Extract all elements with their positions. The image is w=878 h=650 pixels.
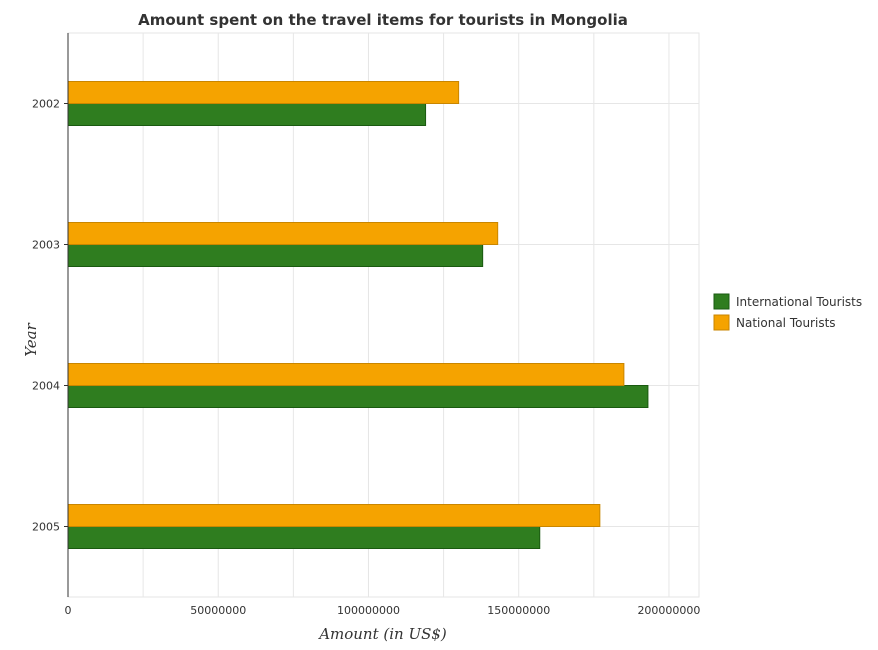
x-tick-label: 50000000	[190, 604, 246, 617]
x-tick-label: 0	[65, 604, 72, 617]
bar-international-tourists-2004	[67, 385, 649, 408]
tick-labels: 2002 2003 2004 2005 0 50000000 100000000 150000…	[32, 98, 700, 618]
legend-swatch-national-tourists	[713, 314, 730, 331]
bar-international-tourists-2003	[67, 244, 484, 267]
legend-swatch-international-tourists	[713, 293, 730, 310]
legend-label-international-tourists: International Tourists	[736, 295, 862, 309]
y-tick-label: 2004	[32, 380, 60, 393]
x-tick-label: 200000000	[637, 604, 700, 617]
bar-national-tourists-2003	[67, 222, 499, 245]
y-tick-label: 2005	[32, 521, 60, 534]
x-tick-label: 100000000	[337, 604, 400, 617]
legend: International Tourists National Tourists	[713, 293, 862, 331]
x-axis-title: Amount (in US$)	[317, 625, 447, 643]
bar-national-tourists-2004	[67, 363, 625, 386]
x-tick-label: 150000000	[487, 604, 550, 617]
bar-national-tourists-2005	[67, 504, 601, 527]
chart-title: Amount spent on the travel items for tou…	[138, 11, 628, 29]
y-tick-label: 2002	[32, 98, 60, 111]
y-axis-title: Year	[22, 322, 40, 356]
bars	[67, 81, 649, 549]
bar-international-tourists-2005	[67, 526, 541, 549]
y-tick-label: 2003	[32, 239, 60, 252]
bar-international-tourists-2002	[67, 103, 427, 126]
bar-national-tourists-2002	[67, 81, 460, 104]
legend-label-national-tourists: National Tourists	[736, 316, 836, 330]
